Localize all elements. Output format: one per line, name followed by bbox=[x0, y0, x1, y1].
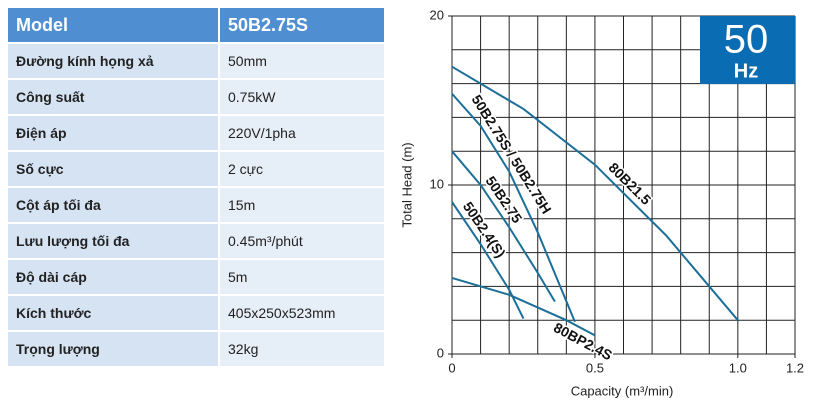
table-row: Trọng lượng 32kg bbox=[6, 330, 386, 368]
row-value: 0.45m³/phút bbox=[218, 222, 386, 260]
row-label: Cột áp tối đa bbox=[6, 186, 220, 224]
y-tick-label: 10 bbox=[430, 176, 444, 191]
row-value: 2 cực bbox=[218, 150, 386, 188]
y-tick-label: 0 bbox=[437, 345, 444, 360]
curve bbox=[451, 65, 739, 321]
row-label: Độ dài cáp bbox=[6, 258, 220, 296]
table-row: Cột áp tối đa 15m bbox=[6, 186, 386, 224]
row-label: Trọng lượng bbox=[6, 330, 220, 368]
table-row: Đường kính họng xả 50mm bbox=[6, 42, 386, 80]
curve-label: 80BP2.4S bbox=[551, 319, 615, 363]
table-row: Số cực 2 cực bbox=[6, 150, 386, 188]
row-value: 5m bbox=[218, 258, 386, 296]
table-row: Công suất 0.75kW bbox=[6, 78, 386, 116]
row-label: Công suất bbox=[6, 78, 220, 116]
badge-value: 50 bbox=[724, 18, 769, 62]
row-value: 50B2.75S bbox=[218, 6, 386, 44]
row-label: Lưu lượng tối đa bbox=[6, 222, 220, 260]
row-label: Số cực bbox=[6, 150, 220, 188]
x-tick-label: 1.0 bbox=[729, 360, 747, 375]
row-label: Đường kính họng xả bbox=[6, 42, 220, 80]
x-tick-label: 0 bbox=[448, 360, 455, 375]
x-axis-label: Capacity (m³/min) bbox=[571, 383, 674, 398]
badge-unit: Hz bbox=[734, 60, 758, 82]
row-value: 0.75kW bbox=[218, 78, 386, 116]
curve bbox=[451, 276, 596, 337]
row-value: 220V/1pha bbox=[218, 114, 386, 152]
y-tick-label: 20 bbox=[430, 7, 444, 22]
row-label: Kích thước bbox=[6, 294, 220, 332]
curve bbox=[451, 93, 576, 323]
row-label: Điện áp bbox=[6, 114, 220, 152]
table-row: Lưu lượng tối đa 0.45m³/phút bbox=[6, 222, 386, 260]
spec-table: Model 50B2.75S Đường kính họng xả 50mm Công … bbox=[6, 6, 386, 368]
row-value: 15m bbox=[218, 186, 386, 224]
row-value: 405x250x523mm bbox=[218, 294, 386, 332]
table-row: Độ dài cáp 5m bbox=[6, 258, 386, 296]
y-axis-label: Total Head (m) bbox=[399, 142, 414, 227]
curve bbox=[451, 201, 525, 319]
x-tick-label: 1.2 bbox=[786, 360, 804, 375]
row-value: 50mm bbox=[218, 42, 386, 80]
table-row: Model 50B2.75S bbox=[6, 6, 386, 44]
curve bbox=[451, 150, 556, 303]
table-row: Điện áp 220V/1pha bbox=[6, 114, 386, 152]
x-tick-label: 0.5 bbox=[586, 360, 604, 375]
table-row: Kích thước 405x250x523mm bbox=[6, 294, 386, 332]
row-label: Model bbox=[6, 6, 220, 44]
row-value: 32kg bbox=[218, 330, 386, 368]
badge bbox=[700, 16, 795, 84]
